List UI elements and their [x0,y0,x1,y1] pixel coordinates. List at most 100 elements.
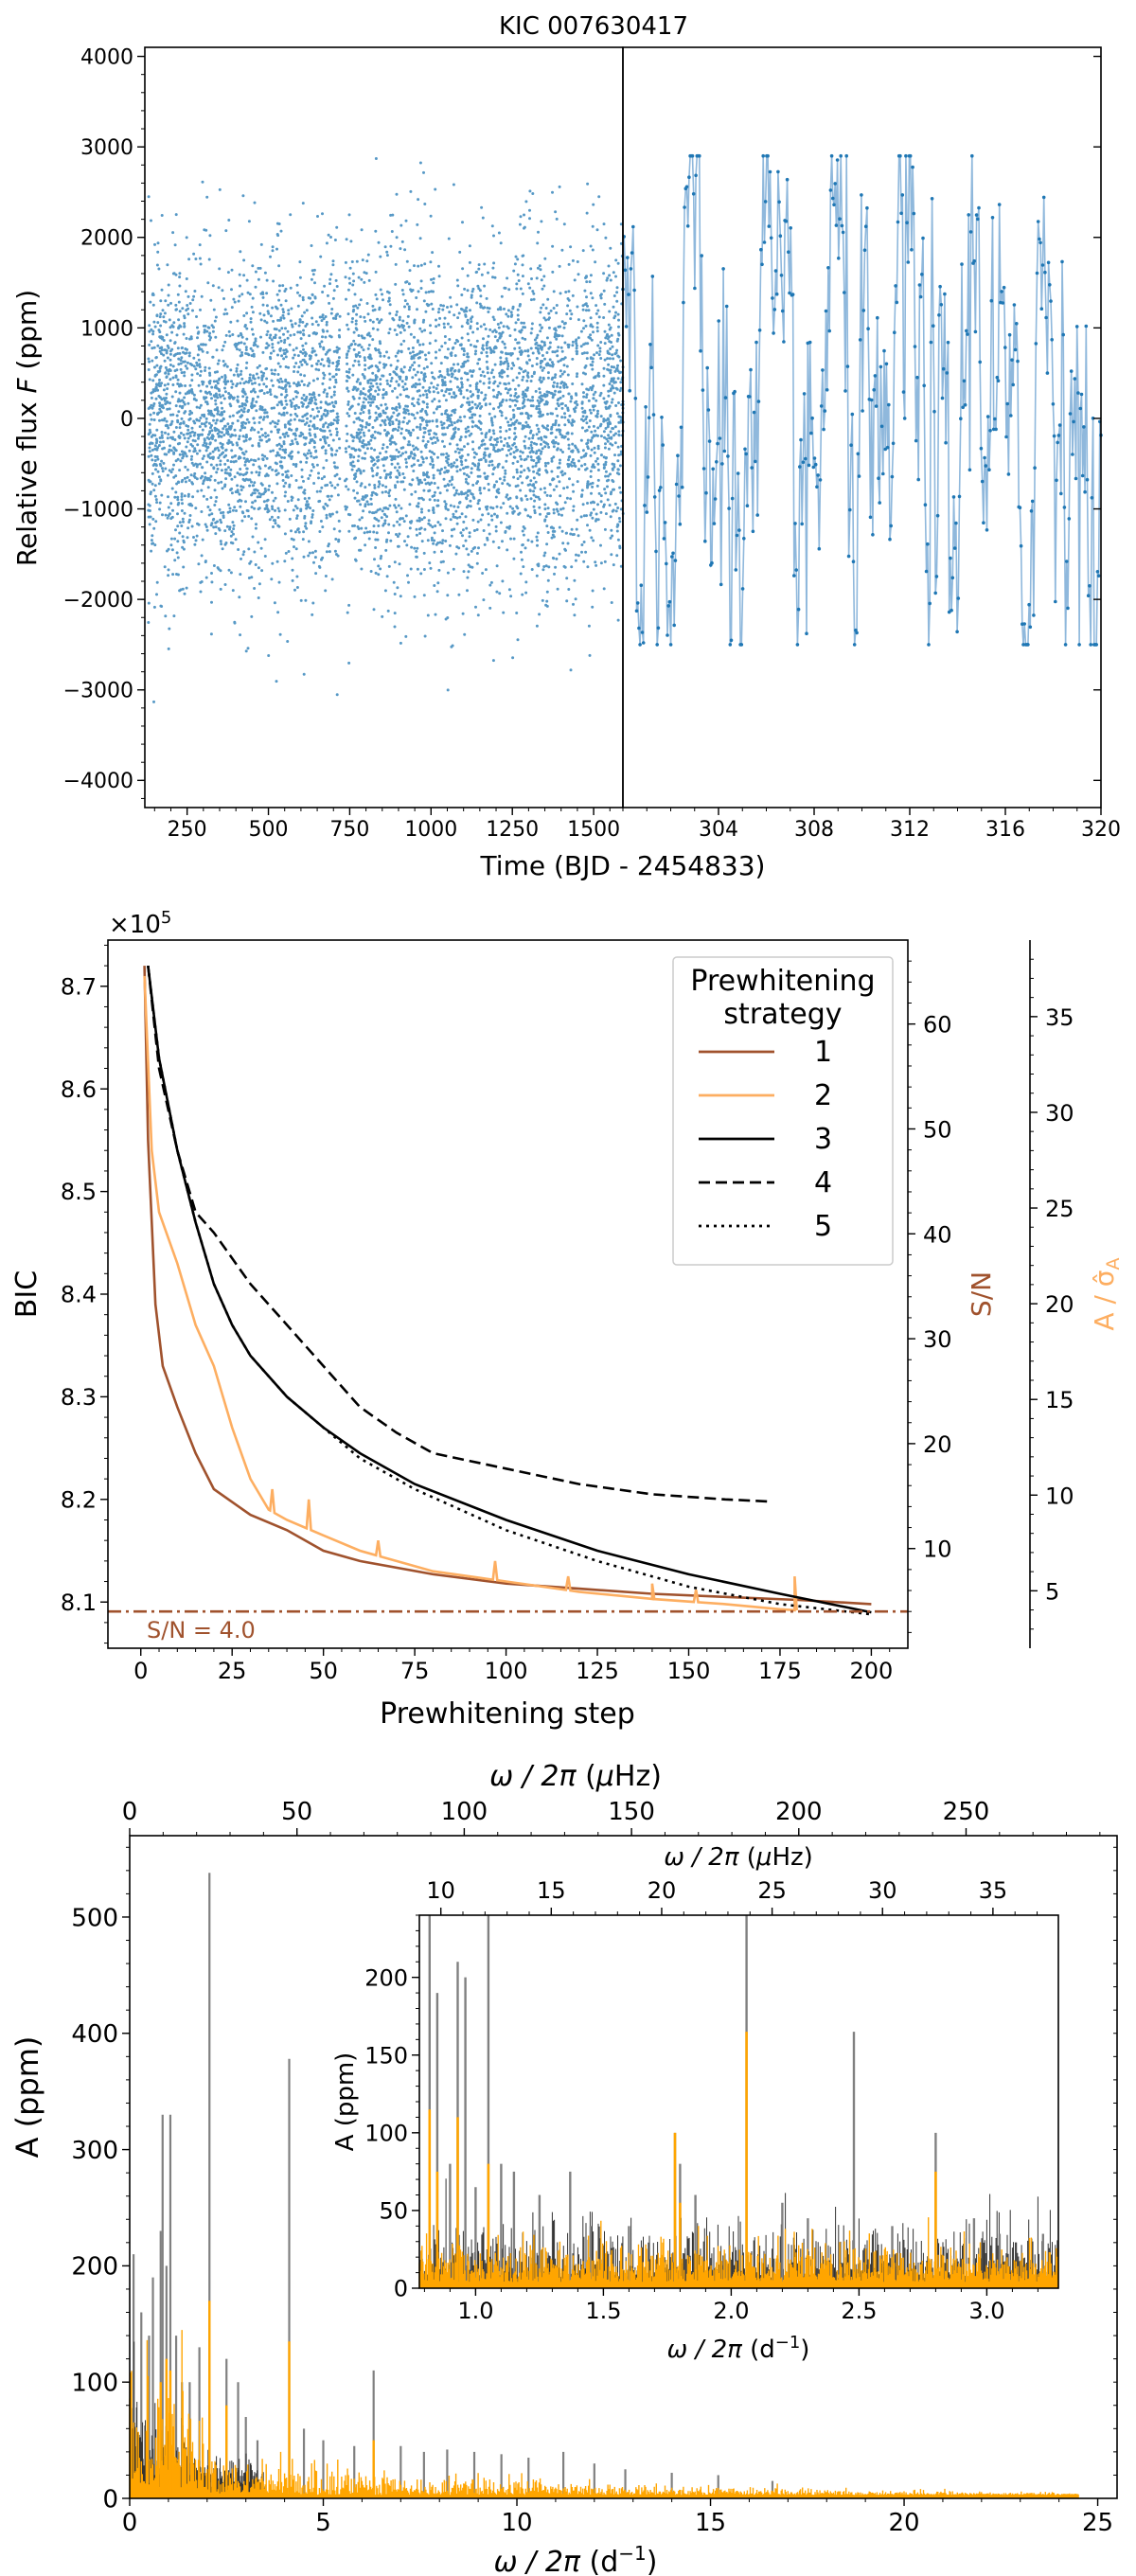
lcz-x-tick-label: 320 [1081,818,1121,842]
lightcurve-zoom-point [957,494,962,499]
lightcurve-zoom-points [621,153,1103,647]
lightcurve-zoom-point [630,251,634,255]
pg-y-tick-label: 500 [71,1904,118,1932]
lightcurve-zoom-point [873,374,878,378]
lightcurve-zoom-point [710,560,714,565]
lightcurve-zoom-point [1060,259,1064,264]
lightcurve-zoom-axes: 304 308 312 316 320 [622,55,1121,842]
lightcurve-zoom-point [993,417,997,421]
lightcurve-zoom-point [1096,574,1101,577]
lightcurve-zoom-point [1050,338,1054,342]
lightcurve-zoom-point [869,398,874,402]
lcz-x-tick-label: 304 [699,818,738,842]
lc-y-tick-label: 2000 [80,227,133,251]
lightcurve-zoom-point [1033,466,1037,471]
bic-x-tick-label: 200 [850,1658,894,1684]
lightcurve-zoom-point [843,291,846,294]
lightcurve-zoom-point [1000,290,1003,293]
asig-ylabel: A / σ̂A [1089,1257,1124,1330]
lightcurve-zoom-point [913,345,917,348]
lightcurve-zoom-point [906,260,911,264]
lightcurve-zoom-point [956,596,961,600]
asig-tick-label: 25 [1045,1196,1074,1222]
lightcurve-zoom-point [1016,359,1020,364]
lightcurve-zoom-point [904,153,908,158]
lightcurve-zoom-point [1090,496,1094,500]
lightcurve-zoom-point [730,496,735,501]
lightcurve-zoom-point [1045,371,1050,375]
lc-x-tick-label: 500 [249,818,289,842]
periodogram-residual-noise [129,2330,1079,2498]
lightcurve-zoom-point [1066,606,1070,611]
bic-line-strategy-5 [147,965,872,1616]
bic-y-tick-label: 8.2 [61,1486,97,1513]
lightcurve-zoom-point [901,390,906,394]
lightcurve-zoom-point [932,324,935,329]
lightcurve-zoom-point [649,365,653,370]
lightcurve-zoom-point [748,395,752,399]
lightcurve-zoom-point [798,465,802,469]
lightcurve-zoom-point [967,213,970,217]
bic-x-tick-label: 150 [667,1658,711,1684]
lightcurve-zoom-point [691,192,696,196]
periodogram-xlabel: ω / 2π (d−1) [494,2542,658,2576]
lightcurve-zoom-point [1029,509,1034,513]
bic-legend: Prewhitening strategy 1 2 3 4 5 [672,956,894,1266]
lightcurve-zoom-point [977,205,981,210]
lightcurve-zoom-point [666,633,669,637]
lightcurve-zoom-point [961,405,965,410]
lightcurve-zoom-point [1079,392,1084,397]
lightcurve-zoom-point [887,402,891,407]
lightcurve-zoom-point [895,300,899,305]
lightcurve-panel: KIC 007630417 250 500 750 1000 1250 1500 −4000… [11,12,1121,881]
bic-x-tick-label: 175 [758,1658,802,1684]
lightcurve-zoom-point [856,452,861,456]
lightcurve-zoom-point [834,223,839,227]
lightcurve-zoom-point [761,153,765,158]
lightcurve-zoom-point [768,169,772,174]
inset-xlabel: ω / 2π (d−1) [667,2333,810,2364]
lcz-x-tick-label: 316 [985,818,1025,842]
lightcurve-zoom-point [736,471,740,475]
lightcurve-zoom-point [640,631,645,634]
inset-y-tick-label: 0 [394,2276,408,2302]
lightcurve-zoom-point [1026,643,1030,647]
lightcurve-zoom-point [1069,369,1074,373]
lightcurve-zoom-point [628,388,631,393]
legend-title-line2: strategy [723,998,842,1031]
pg-y-tick-label: 100 [71,2370,118,2398]
lightcurve-zoom-point [826,266,830,270]
lightcurve-zoom-point [937,313,941,317]
pg-y-tick-label: 200 [71,2253,118,2282]
lightcurve-zoom-point [788,291,791,295]
lightcurve-zoom-point [822,427,825,432]
lightcurve-zoom-point [634,609,639,613]
lightcurve-zoom-point [1084,324,1089,329]
lightcurve-zoom-point [1076,391,1080,395]
lightcurve-zoom-point [808,340,812,345]
lightcurve-zoom-point [724,304,729,309]
lightcurve-zoom-point [1010,358,1014,363]
pg-y-tick-label: 300 [71,2137,118,2165]
sn-threshold-label: S/N = 4.0 [147,1617,256,1643]
lightcurve-zoom-point [838,217,842,221]
lightcurve-zoom-point [711,467,715,471]
bic-line-strategy-1 [143,966,872,1606]
lightcurve-zoom-point [733,389,737,394]
lightcurve-zoom-point [831,196,835,201]
lightcurve-zoom-point [682,300,685,305]
lightcurve-zoom-point [1040,263,1045,267]
lightcurve-zoom-point [914,438,918,443]
lightcurve-zoom-point [902,417,907,420]
lightcurve-zoom-point [655,643,659,647]
lightcurve-zoom-point [994,427,998,432]
lightcurve-zoom-point [1019,543,1023,548]
lightcurve-zoom-point [1041,195,1046,200]
bic-x-tick-label: 125 [576,1658,619,1684]
lightcurve-zoom-point [825,388,829,392]
lightcurve-zoom-point [949,556,952,560]
pg-top-tick-label: 100 [441,1798,488,1826]
lightcurve-zoom-point [722,449,727,453]
lightcurve-zoom-point [639,583,644,587]
lightcurve-zoom-point [793,522,797,525]
